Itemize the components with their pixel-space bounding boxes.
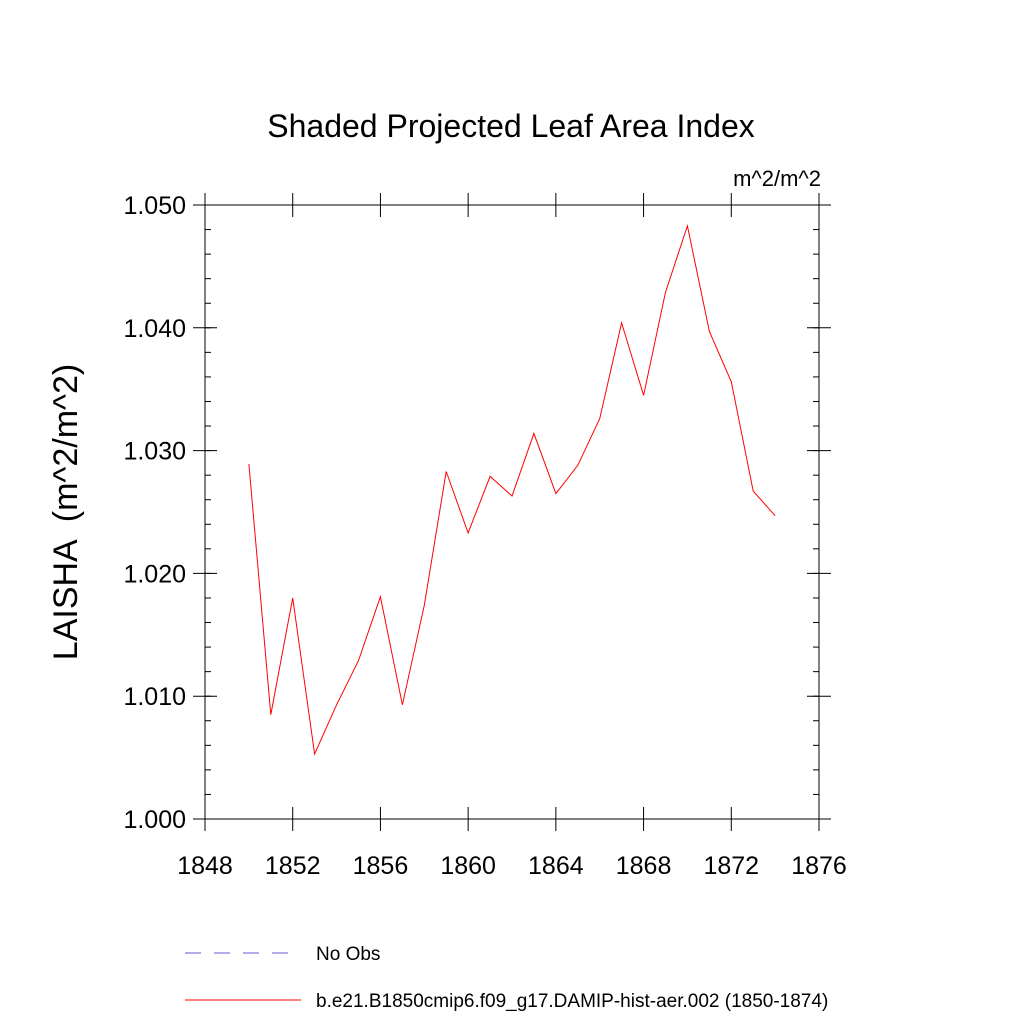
y-tick-label: 1.030 bbox=[123, 438, 186, 466]
y-tick-label: 1.000 bbox=[123, 806, 186, 834]
x-tick-label: 1876 bbox=[791, 852, 847, 880]
legend-label: b.e21.B1850cmip6.f09_g17.DAMIP-hist-aer.… bbox=[316, 991, 828, 1012]
x-tick-labels: 1848 1852 1856 1860 1864 1868 1872 1876 bbox=[177, 852, 847, 880]
x-tick-label: 1848 bbox=[177, 852, 233, 880]
y-tick-label: 1.020 bbox=[123, 560, 186, 588]
x-tick-label: 1856 bbox=[353, 852, 409, 880]
y-tick-labels: 1.000 1.010 1.020 1.030 1.040 1.050 bbox=[123, 192, 186, 834]
y-tick-label: 1.040 bbox=[123, 315, 186, 343]
units-label: m^2/m^2 bbox=[733, 166, 821, 191]
plot-frame bbox=[204, 204, 820, 820]
x-tick-label: 1860 bbox=[440, 852, 496, 880]
x-tick-label: 1852 bbox=[265, 852, 321, 880]
x-tick-label: 1872 bbox=[703, 852, 759, 880]
x-tick-label: 1864 bbox=[528, 852, 584, 880]
series-line bbox=[248, 223, 776, 756]
legend: No Obs b.e21.B1850cmip6.f09_g17.DAMIP-his… bbox=[185, 944, 828, 1012]
legend-label: No Obs bbox=[316, 944, 380, 965]
chart-title: Shaded Projected Leaf Area Index bbox=[267, 108, 754, 144]
y-tick-label: 1.050 bbox=[123, 192, 186, 220]
y-tick-label: 1.010 bbox=[123, 683, 186, 711]
series-lines bbox=[248, 223, 776, 756]
axis-ticks bbox=[193, 193, 831, 831]
x-tick-label: 1868 bbox=[616, 852, 672, 880]
y-axis-label: LAISHA (m^2/m^2) bbox=[47, 364, 85, 660]
